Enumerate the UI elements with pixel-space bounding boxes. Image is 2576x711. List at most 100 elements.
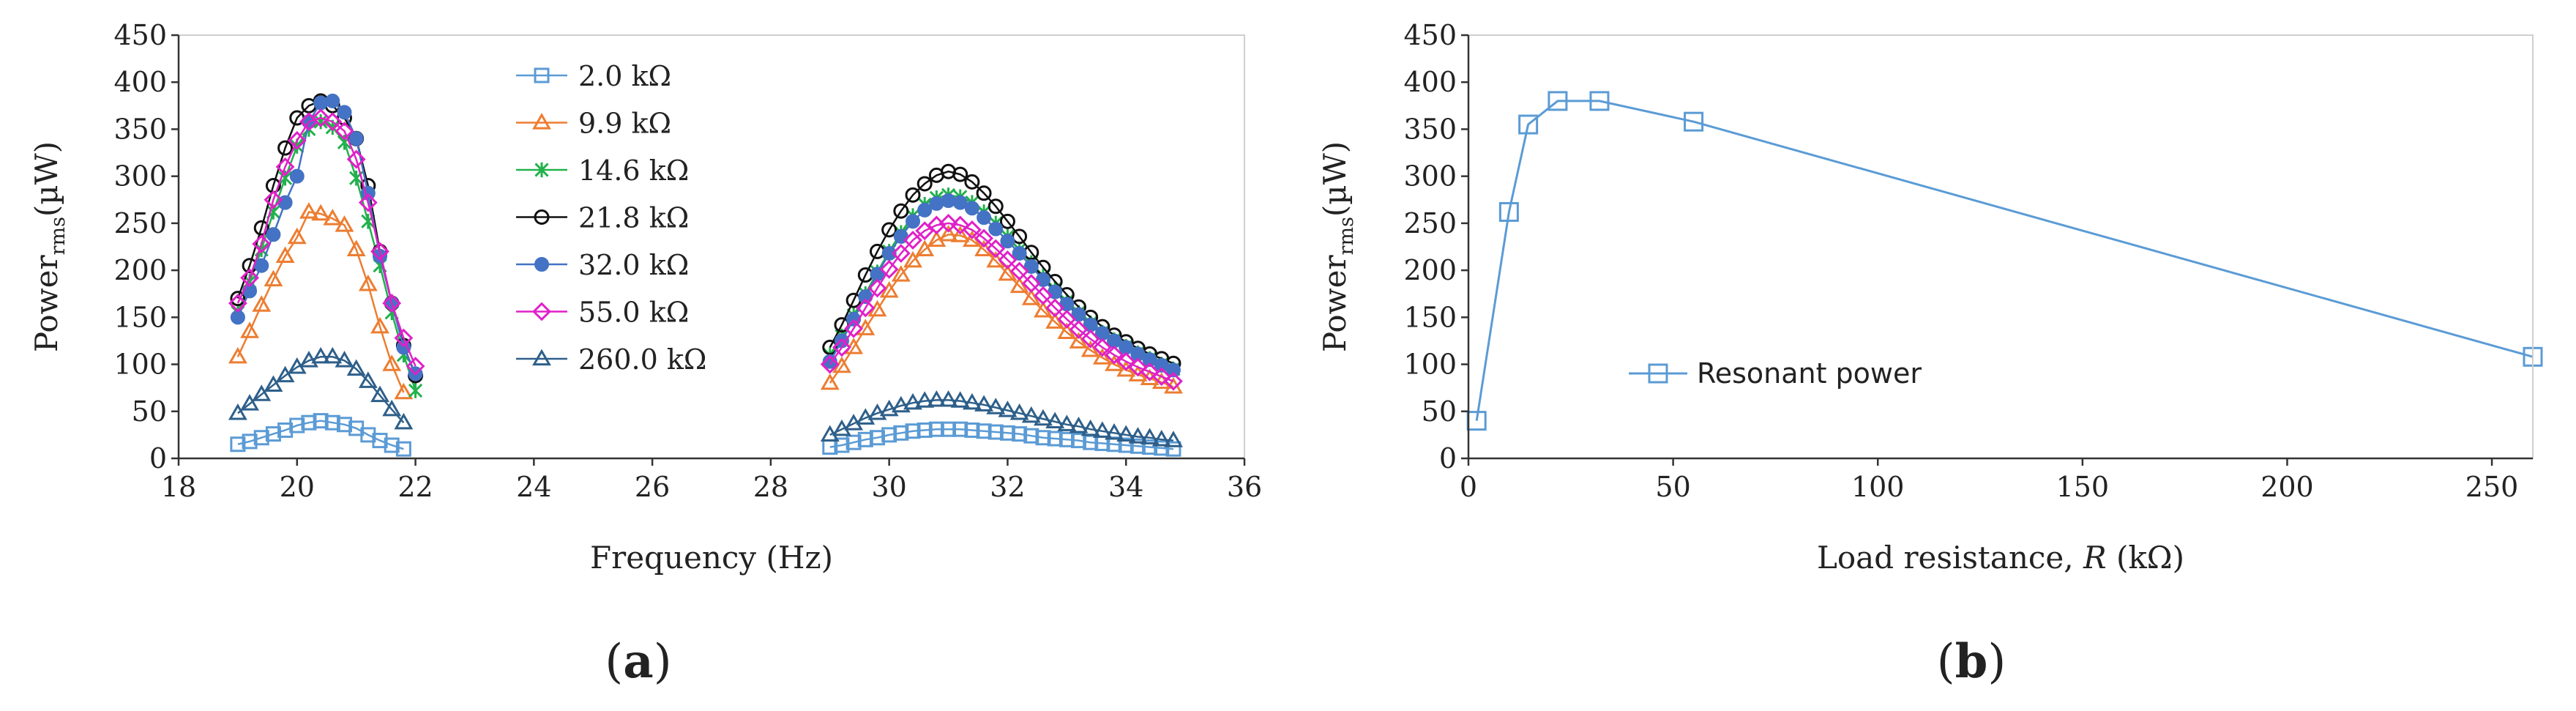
data-point [1142,439,1158,455]
data-point [891,265,911,282]
legend-entry-label: 21.8 kΩ [578,202,689,234]
panel-a-x-axis-label: Frequency (Hz) [590,540,833,576]
data-point [867,403,887,420]
data-point [1069,320,1089,339]
data-point [324,414,340,431]
panel-a: 0 50 100 150 200 250 300 350 400 450 18 20 22 24 26 28 3… [29,19,1262,689]
panel-a-y-tick-label: 100 [113,349,167,381]
data-point [1012,245,1027,261]
data-point [891,395,911,413]
data-point [1165,441,1181,457]
panel-a-y-tick-label: 250 [113,207,167,239]
data-point [228,346,247,364]
panel-a-x-tick-label: 20 [280,471,315,503]
data-point [301,414,317,431]
data-point [299,202,318,219]
data-point [976,185,992,201]
data-point [915,221,935,241]
data-point [916,422,933,438]
data-point [1140,362,1160,381]
panel-b-y-tick-label: 50 [1422,395,1457,428]
data-point [394,382,414,400]
panel-b-x-tick-label: 100 [1851,471,1905,503]
panel-a-legend: 2.0 kΩ 9.9 kΩ 14.6 kΩ 21.8 kΩ 32.0 kΩ 55.0 kΩ… [516,60,706,376]
data-point [289,168,305,184]
legend-entry-label: 9.9 kΩ [578,108,671,140]
data-point [927,390,947,407]
data-point [230,436,246,453]
data-point [893,203,909,219]
data-point [335,122,354,141]
data-point [832,338,851,357]
panel-b-y-tick-label: 100 [1403,349,1457,381]
data-point [1116,351,1136,371]
data-point [1021,289,1041,305]
data-point [1518,114,1539,135]
panel-b-x-tick-label: 250 [2465,471,2519,503]
data-point [1009,261,1029,281]
data-point [857,431,873,447]
panel-b-y-tick-label: 0 [1439,442,1457,474]
data-point [1116,360,1136,377]
data-point [974,395,994,412]
data-point [1034,286,1053,305]
data-point [1023,258,1039,274]
data-point [275,246,295,263]
data-point [999,213,1015,229]
panel-a-y-tick-label: 150 [113,301,167,333]
data-point [822,339,838,355]
data-point [311,346,331,364]
legend-marker [534,209,550,225]
data-point [952,421,968,437]
data-point [275,157,295,176]
data-point [879,281,899,298]
data-point [879,399,899,417]
panel-a-x-tick-label: 18 [161,471,196,503]
data-point [988,221,1004,237]
data-point [964,201,979,216]
data-point [903,392,922,410]
panel-b-x-tick-label: 200 [2260,471,2314,503]
data-point [999,425,1015,441]
panel-a-x-tick-label: 32 [990,471,1025,503]
data-point [938,213,958,233]
data-point [986,398,1006,414]
data-point [1069,332,1089,349]
data-point [915,239,935,257]
data-point [1589,91,1610,111]
data-point [228,403,247,420]
panel-a-y-tick-label: 300 [113,160,167,193]
data-point [1151,367,1171,387]
data-point [264,375,283,392]
legend-marker [1648,363,1668,384]
legend-entry-label: 14.6 kΩ [578,155,689,187]
panel-b-plot-area [1466,91,2543,431]
legend-entry-label: Resonant power [1697,357,1922,390]
data-point [950,391,970,408]
data-point [370,242,389,261]
data-point [1012,426,1028,442]
panel-b-y-tick-label: 200 [1403,254,1457,286]
series-line [829,222,1174,382]
panel-b-y-tick-label: 250 [1403,207,1457,239]
legend-entry-label: 260.0 kΩ [578,343,706,376]
data-point [336,417,352,433]
data-point [1118,437,1134,453]
legend-marker [532,302,551,321]
data-point [266,227,281,242]
data-point [384,437,400,453]
data-point [408,383,423,398]
data-point [1092,421,1112,438]
panel-a-y-tick-label: 450 [113,19,167,51]
data-point [938,224,958,242]
data-point [230,310,245,325]
legend-marker [534,67,550,83]
data-point [1105,354,1124,371]
data-point [1119,340,1134,355]
data-point [976,423,992,439]
panel-b: 0 50 100 150 200 250 300 350 400 450 0 50 100 150 200 2… [1317,19,2543,689]
data-point [1498,201,1519,222]
data-point [1092,348,1112,365]
data-point [323,209,343,226]
panel-b-legend: Resonant power [1629,357,1922,390]
